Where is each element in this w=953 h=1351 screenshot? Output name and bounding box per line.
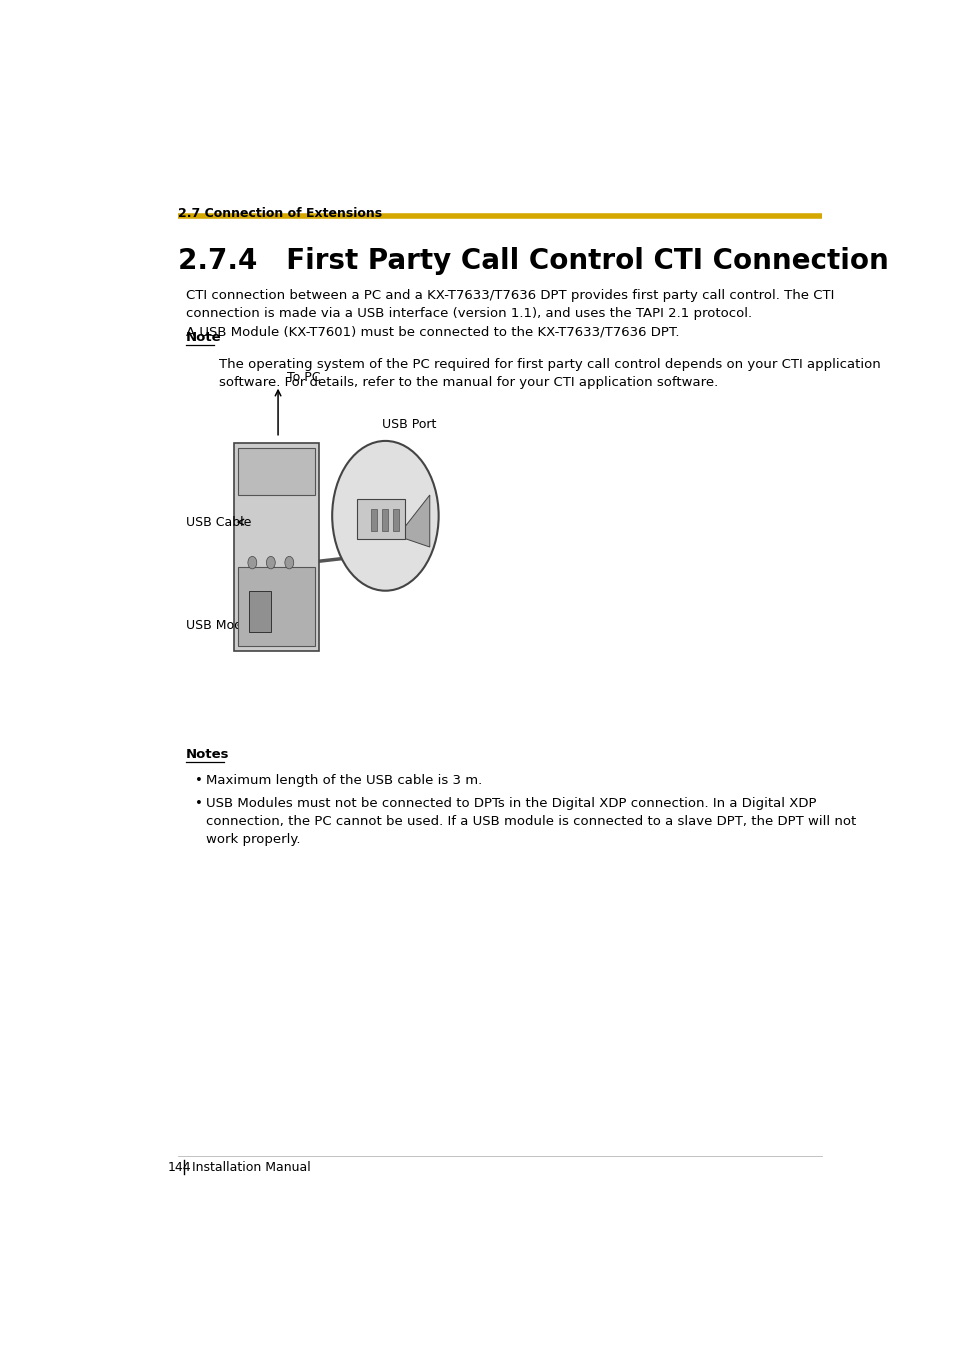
FancyBboxPatch shape: [237, 449, 314, 494]
Text: CTI connection between a PC and a KX-T7633/T7636 DPT provides first party call c: CTI connection between a PC and a KX-T76…: [186, 289, 833, 338]
Text: 2.7 Connection of Extensions: 2.7 Connection of Extensions: [178, 207, 382, 220]
Text: The operating system of the PC required for first party call control depends on : The operating system of the PC required …: [219, 358, 880, 389]
FancyBboxPatch shape: [381, 508, 387, 531]
Text: 2.7.4   First Party Call Control CTI Connection: 2.7.4 First Party Call Control CTI Conne…: [178, 247, 888, 276]
Circle shape: [266, 557, 275, 569]
Text: Installation Manual: Installation Manual: [192, 1161, 310, 1174]
Text: USB Module: USB Module: [186, 619, 261, 631]
FancyBboxPatch shape: [370, 508, 376, 531]
FancyBboxPatch shape: [249, 590, 271, 632]
Polygon shape: [405, 494, 429, 547]
FancyBboxPatch shape: [233, 443, 318, 651]
Circle shape: [248, 557, 256, 569]
Text: USB Port: USB Port: [381, 417, 436, 431]
Circle shape: [332, 440, 438, 590]
Circle shape: [285, 557, 294, 569]
Text: •: •: [194, 797, 202, 809]
FancyBboxPatch shape: [393, 508, 398, 531]
Text: •: •: [194, 774, 202, 786]
Text: USB Cable: USB Cable: [186, 516, 251, 528]
Text: 144: 144: [167, 1161, 191, 1174]
FancyBboxPatch shape: [357, 499, 405, 539]
Text: Notes: Notes: [186, 748, 229, 761]
FancyBboxPatch shape: [237, 567, 314, 646]
Text: Note: Note: [186, 331, 221, 343]
Text: To PC: To PC: [287, 370, 320, 384]
Text: USB Modules must not be connected to DPTs in the Digital XDP connection. In a Di: USB Modules must not be connected to DPT…: [206, 797, 856, 846]
Text: Maximum length of the USB cable is 3 m.: Maximum length of the USB cable is 3 m.: [206, 774, 482, 786]
